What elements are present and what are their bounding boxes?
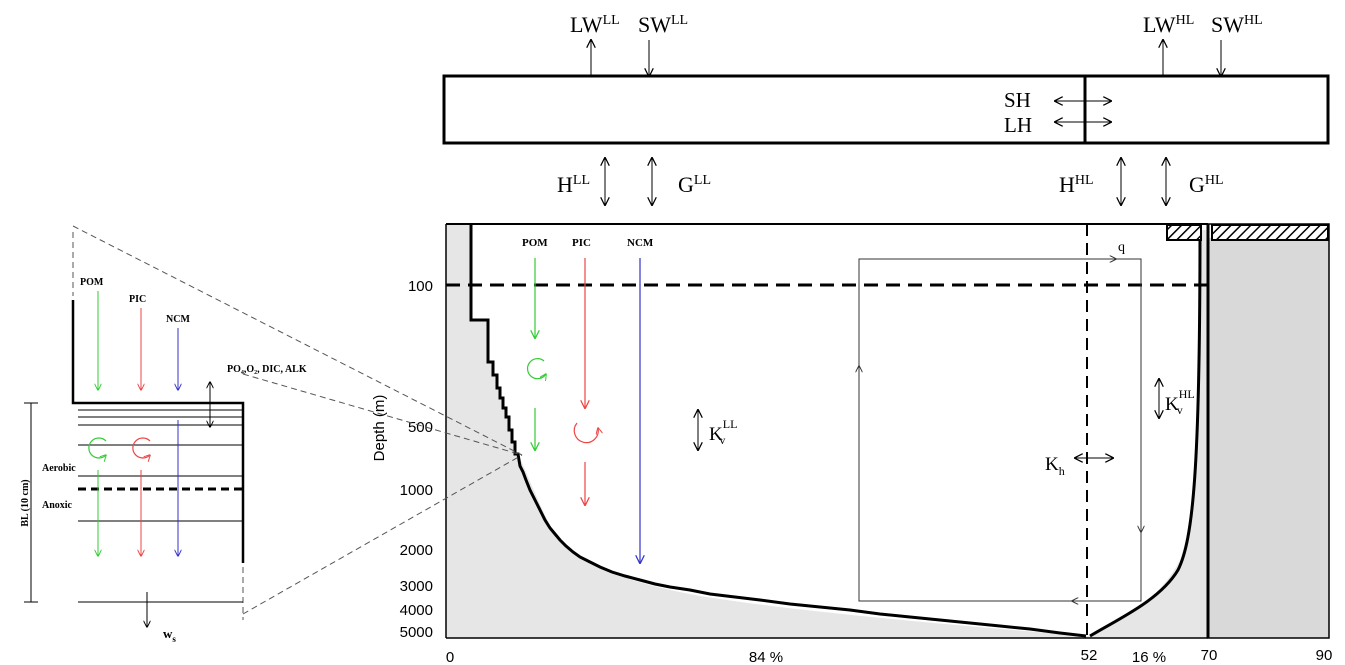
inset-ncm-label: NCM [166,314,190,325]
lh-label: LH [1004,113,1032,137]
overturning-loop [859,259,1141,601]
kv-ll-label: KLL v [709,417,737,447]
ncm-label: NCM [627,237,654,249]
pct-hl-label: 16 % [1132,649,1166,665]
pom-flux [526,258,546,450]
inset-pom-label: POM [80,277,104,288]
inset-pom-cycle [88,437,106,458]
ocean-basin-group: q POM PIC NCM KLL v KHL v Kh Depth (m) 100 [371,223,1333,665]
depth-tick-1000: 1000 [400,482,433,499]
depth-tick-2000: 2000 [400,542,433,559]
sediment-inset-group: BL (10 cm) POM PIC NCM PO₄,O₂, DIC, ALK … [20,232,307,644]
bl-bracket [24,402,38,603]
g-hl-label: GHL [1189,172,1224,197]
h-ll-label: HLL [557,172,590,197]
lw-ll-label: LWLL [570,12,620,37]
depth-tick-5000: 5000 [400,624,433,641]
exchange-label: PO₄,O₂, DIC, ALK [227,364,307,375]
seafloor-fill [446,224,1208,638]
pct-ll-label: 84 % [749,649,783,665]
bathymetry-curve [469,224,1087,638]
atmosphere-group: LWLL SWLL LWHL SWHL SH LH HLL GLL HHL GH… [442,12,1330,205]
depth-tick-500: 500 [408,419,433,436]
q-label: q [1118,240,1125,255]
depth-tick-4000: 4000 [400,602,433,619]
sw-hl-label: SWHL [1211,12,1263,37]
sediment-layers [78,409,243,603]
sea-ice-hatch-ocean [1166,224,1202,241]
ws-label: ws [163,626,176,644]
sea-ice-hatch-land [1211,224,1329,241]
lat-tick-0: 0 [446,649,454,665]
atmosphere-box [442,74,1330,145]
latitude-ticks: 0 52 70 90 84 % 16 % [446,647,1333,665]
kh-label: Kh [1045,454,1065,478]
inset-pic-label: PIC [129,294,146,305]
h-hl-label: HHL [1059,172,1094,197]
hl-slope-curve [1089,229,1202,638]
pom-label: POM [522,237,548,249]
aerobic-label: Aerobic [42,463,76,474]
kv-hl-label: KHL v [1165,387,1195,417]
land-block [1208,238,1329,638]
sh-label: SH [1004,88,1031,112]
lat-tick-52: 52 [1081,647,1098,664]
anoxic-label: Anoxic [42,500,73,511]
depth-tick-100: 100 [408,278,433,295]
bl-label: BL (10 cm) [20,479,31,526]
lw-hl-label: LWHL [1143,12,1194,37]
sw-ll-label: SWLL [638,12,688,37]
lat-tick-70: 70 [1201,647,1218,664]
g-ll-label: GLL [678,172,711,197]
depth-tick-3000: 3000 [400,578,433,595]
depth-ticks: 100 500 1000 2000 3000 4000 5000 [400,278,433,641]
pic-label: PIC [572,237,591,249]
depth-axis-label: Depth (m) [371,395,388,462]
lat-tick-90: 90 [1316,647,1333,664]
sediment-outline [71,300,245,563]
pic-flux [573,258,598,505]
inset-pic-cycle [132,437,150,458]
zoom-callout-lines [72,225,523,615]
